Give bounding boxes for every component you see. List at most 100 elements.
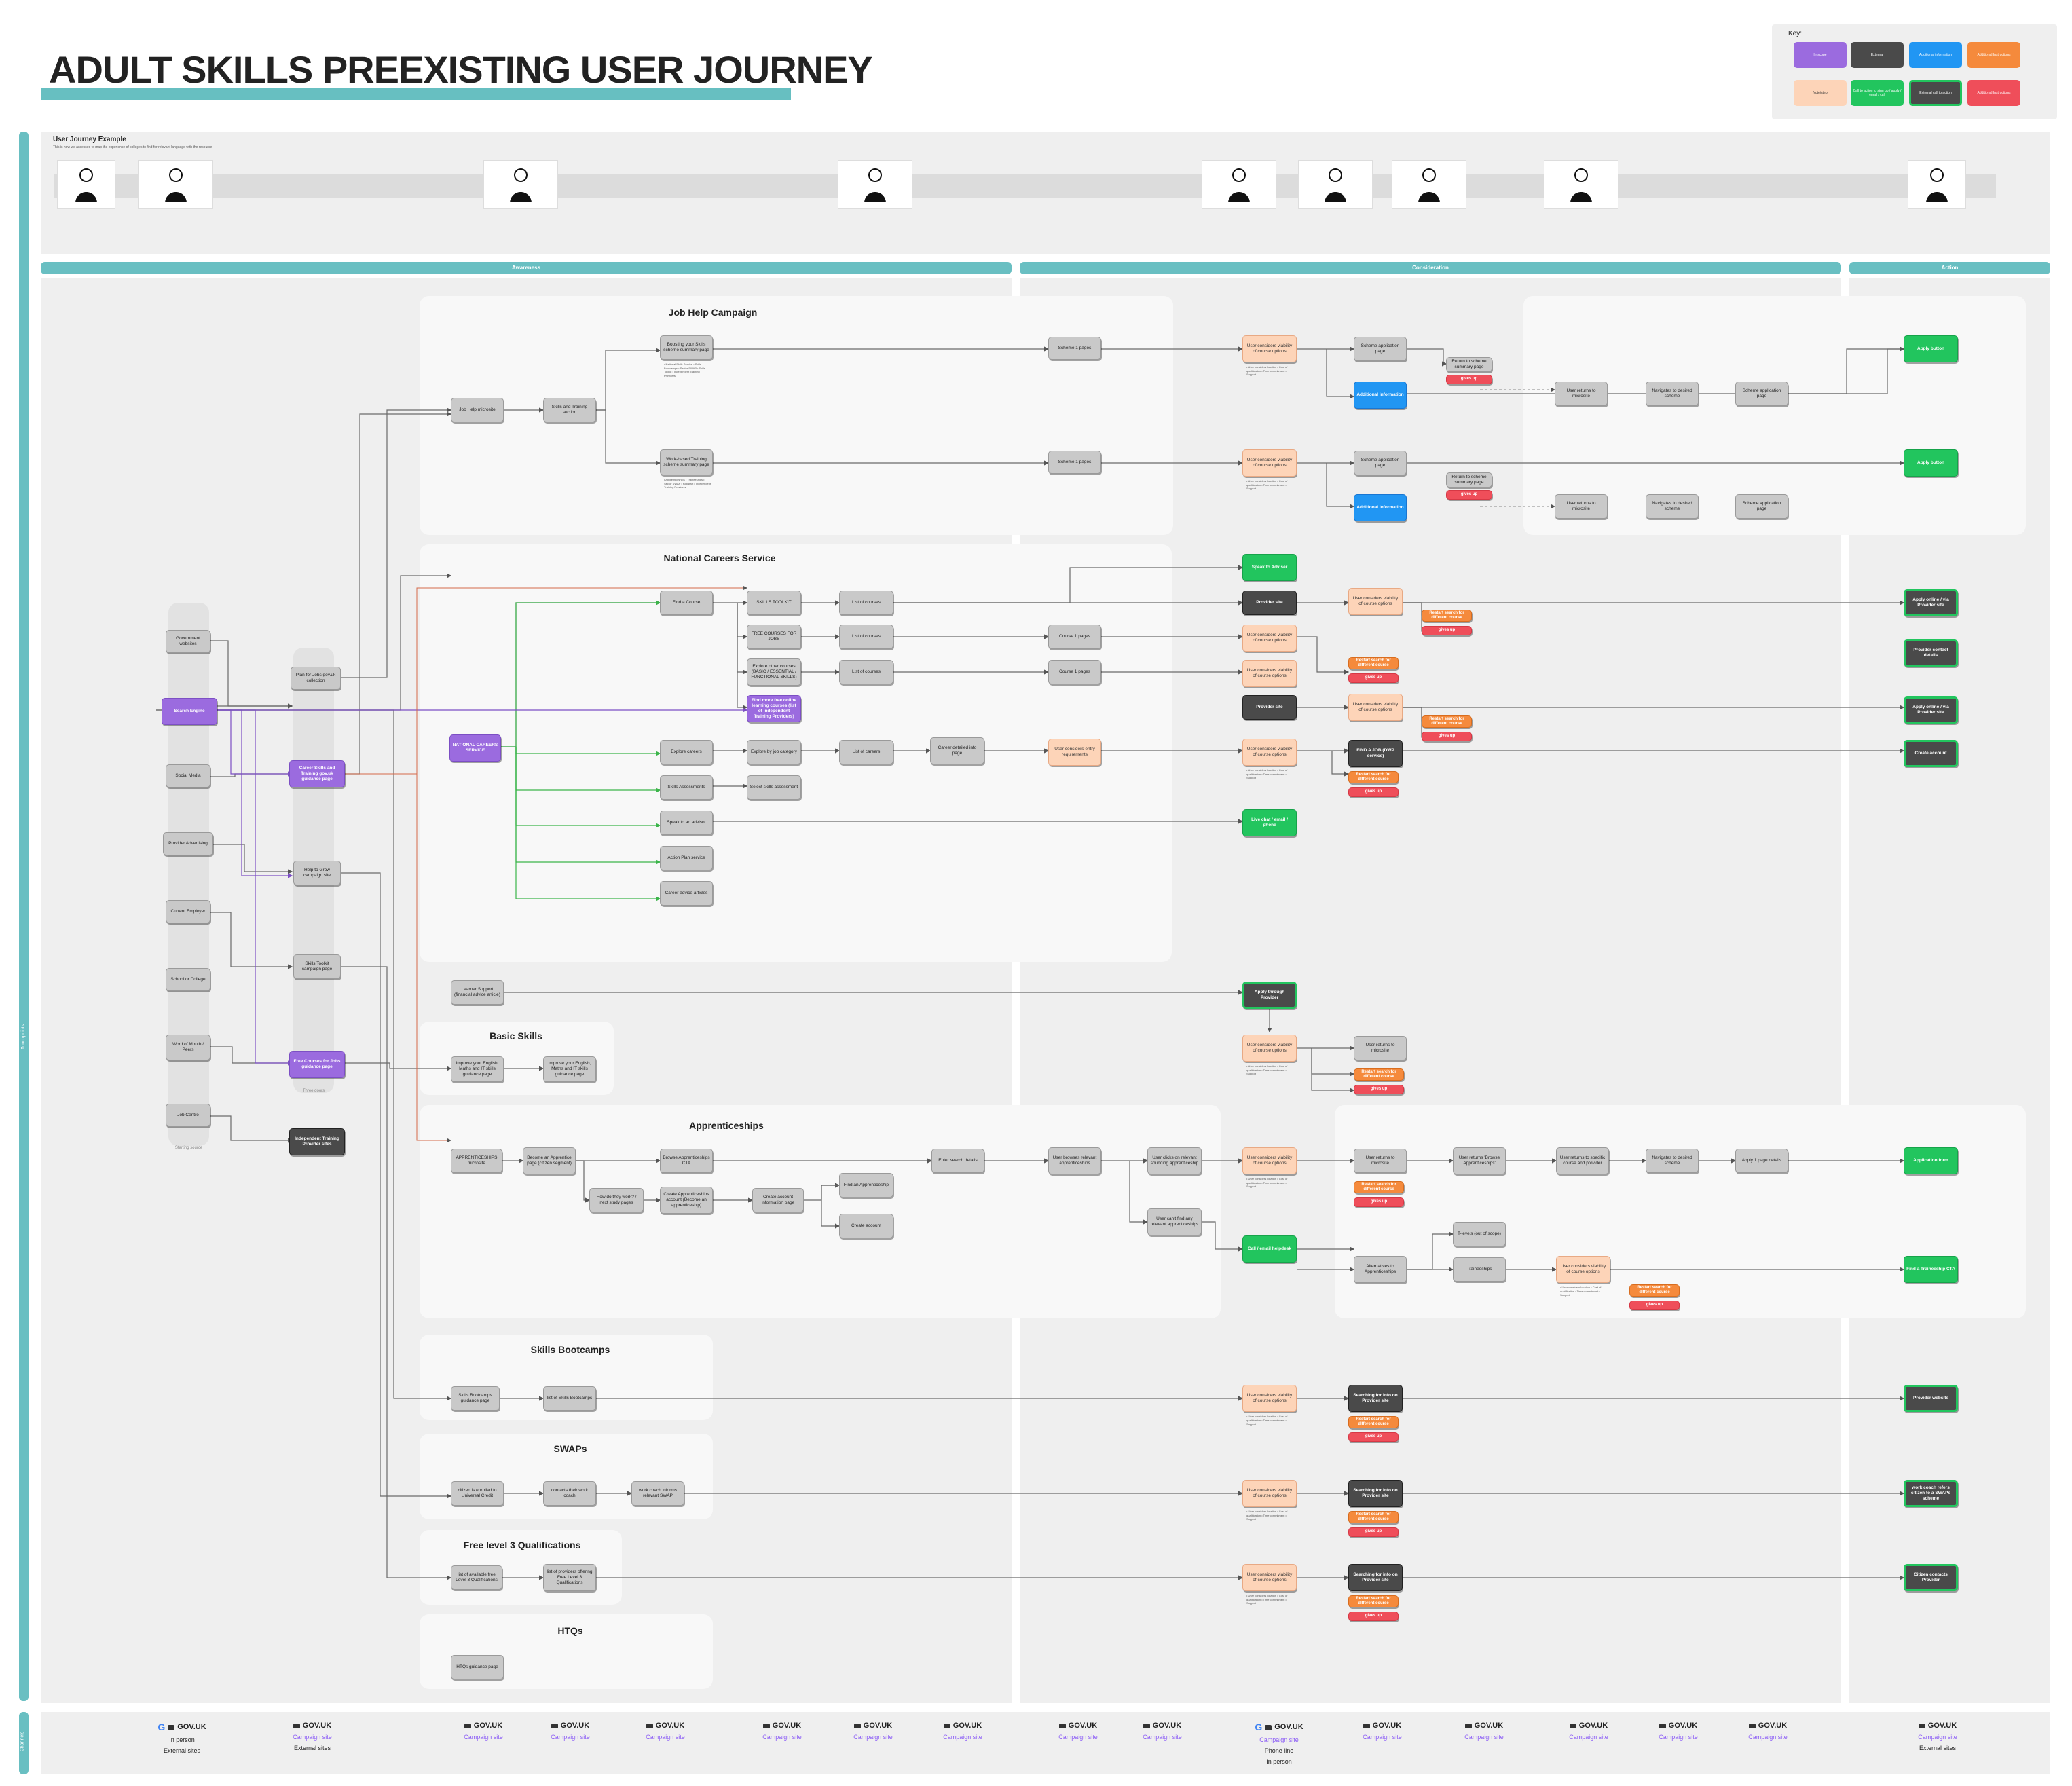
three-doors-label: Three doors (302, 1089, 325, 1093)
stage-consideration: Consideration (1020, 262, 1841, 274)
stage-awareness: Awareness (41, 262, 1012, 274)
node-apply-online: Apply online / via Provider site (1904, 589, 1958, 616)
node-current-employer: Current Employer (166, 900, 210, 923)
node-note: • User considers location • Cost of qual… (1560, 1286, 1602, 1297)
lane-title-ncs: National Careers Service (663, 553, 776, 563)
channel-line: Campaign site (1464, 1734, 1504, 1741)
node-career-advice: Career advice articles (660, 881, 713, 906)
node-become-appr: Become an Apprentice page (citizen segme… (523, 1147, 576, 1174)
node-list-bootcamps: list of Skills Bootcamps (543, 1386, 596, 1411)
node-apply-details: Apply 1 page details (1735, 1149, 1788, 1173)
node-gives-up: gives up (1629, 1301, 1680, 1310)
node-enter-search: Enter search details (931, 1149, 984, 1173)
channel-line: Campaign site (1363, 1734, 1402, 1741)
node-entry-requirements: User considers entry requirements (1048, 739, 1101, 766)
node-levels-scope: T-levels (out of scope) (1453, 1222, 1506, 1246)
node-work-coach-refers: work coach refers citizen to a SWAPs sch… (1904, 1480, 1958, 1507)
node-provider-site: Provider site (1242, 695, 1297, 720)
node-htq-guidance: HTQs guidance page (451, 1655, 504, 1679)
node-user-considers: User considers viability of course optio… (1348, 588, 1403, 615)
node-return-summary: Return to scheme summary page (1446, 472, 1492, 487)
channel-item: GOV.UK Campaign site External sites (1910, 1722, 1965, 1751)
node-application-form: Application form (1904, 1147, 1958, 1174)
node-explore-other: Explore other courses (BASIC / ESSENTIAL… (747, 658, 801, 686)
node-scheme-app: Scheme application page (1735, 494, 1788, 519)
node-work-coach-informs: work coach informs relevant SWAP (631, 1481, 684, 1506)
node-action-plan: Action Plan service (660, 846, 713, 870)
channel-line: In person (169, 1736, 195, 1743)
node-live-chat: Live chat / email / phone (1242, 809, 1297, 836)
channel-item: GOV.UK Campaign site (638, 1722, 692, 1741)
node-explore-careers: Explore careers (660, 740, 713, 764)
govuk-logo: G GOV.UK (1255, 1722, 1303, 1732)
channel-line: External sites (293, 1745, 331, 1751)
node-apply-online: Apply online / via Provider site (1904, 696, 1958, 724)
key-label: Key: (1788, 30, 1802, 37)
node-searching-provider: Searching for info on Provider site (1348, 1564, 1403, 1591)
node-provider-website: Provider website (1904, 1385, 1958, 1412)
node-user-considers: User considers viability of course optio… (1348, 694, 1403, 721)
node-user-returns-specific: User returns to specific course and prov… (1556, 1147, 1609, 1174)
node-skills-toolkit-ncs: SKILLS TOOLKIT (747, 591, 801, 615)
node-gives-up: gives up (1354, 1197, 1404, 1207)
node-user-considers: User considers viability of course optio… (1242, 335, 1297, 362)
node-bootcamp-guidance: Skills Bootcamps guidance page (451, 1386, 500, 1411)
node-gives-up: gives up (1348, 673, 1399, 683)
node-skills-assessments: Skills Assessments (660, 775, 713, 800)
node-independent: Independent Training Provider sites (289, 1128, 345, 1155)
node-user-considers: User considers viability of course optio… (1242, 1385, 1297, 1412)
node-free-courses-ncs: FREE COURSES FOR JOBS (747, 625, 801, 649)
channel-line: Campaign site (551, 1734, 590, 1741)
node-user-returns-browse: User returns 'Browse Apprenticeships' (1453, 1147, 1506, 1174)
google-icon: G (158, 1722, 166, 1732)
node-improve-english2: Improve your English, Maths and IT skill… (543, 1056, 596, 1082)
title-underline (41, 88, 791, 100)
starting-source-label: Starting source (174, 1146, 203, 1150)
node-user-returns-microsite: User returns to microsite (1354, 1149, 1407, 1173)
node-list-providers: list of providers offering Free Level 3 … (543, 1564, 596, 1591)
node-browse-appr: Browse Apprenticeships CTA (660, 1149, 713, 1173)
node-find-appr: Find an Apprenticeship (839, 1173, 893, 1197)
channels-sidebar: Channels (19, 1712, 29, 1774)
node-scheme-pages: Scheme 1 pages (1048, 337, 1101, 360)
node-cant-find: User can't find any relevant apprentices… (1147, 1208, 1202, 1235)
persona-illustration (1544, 160, 1618, 209)
govuk-logo: GOV.UK (1741, 1722, 1795, 1730)
channel-item: GOV.UK Campaign site (456, 1722, 511, 1741)
node-job-help-microsite: Job Help microsite (451, 398, 504, 422)
key-swatch: Additional Instructions (1967, 42, 2020, 68)
node-restart-search: Restart search for different course (1348, 1511, 1399, 1523)
node-work-based: Work-based Training scheme summary page (660, 449, 713, 475)
node-user-considers: User considers viability of course optio… (1556, 1256, 1610, 1283)
crown-icon (293, 1723, 300, 1728)
crown-icon (943, 1723, 950, 1728)
crown-icon (551, 1723, 558, 1728)
node-list-courses: List of courses (839, 625, 893, 649)
crown-icon (168, 1724, 175, 1730)
channel-line: Campaign site (1748, 1734, 1788, 1741)
node-apply-button: Apply button (1904, 335, 1958, 362)
govuk-logo: GOV.UK (1561, 1722, 1616, 1730)
channel-item: GOV.UK Campaign site (543, 1722, 597, 1741)
stage-action: Action (1849, 262, 2050, 274)
channel-line: Campaign site (943, 1734, 982, 1741)
node-contacts-work-coach: contacts their work coach (543, 1481, 596, 1506)
node-user-browses: User browses relevant apprenticeships (1048, 1147, 1101, 1174)
node-gives-up: gives up (1446, 490, 1492, 500)
channel-item: GOV.UK Campaign site (1135, 1722, 1189, 1741)
node-restart-search: Restart search for different course (1354, 1181, 1404, 1193)
node-restart-search: Restart search for different course (1422, 715, 1472, 728)
user-journey-panel: User Journey Example This is how we asse… (41, 132, 2050, 254)
node-user-considers: User considers viability of course optio… (1242, 1147, 1297, 1174)
node-find-a-job: FIND A JOB (DWP service) (1348, 740, 1403, 767)
node-help-to-grow: Help to Grow campaign site (293, 861, 341, 885)
channel-item: GOV.UK Campaign site (846, 1722, 900, 1741)
node-call-email-helpdesk: Call / email helpdesk (1242, 1235, 1297, 1263)
node-user-considers: User considers viability of course optio… (1242, 625, 1297, 652)
persona-illustration (138, 160, 213, 209)
node-search-engine: Search Engine (162, 698, 217, 725)
node-find-course: Find a Course (660, 591, 713, 615)
node-user-considers: User considers viability of course optio… (1242, 1035, 1297, 1062)
node-skills-toolkit: Skills Toolkit campaign page (293, 954, 341, 979)
